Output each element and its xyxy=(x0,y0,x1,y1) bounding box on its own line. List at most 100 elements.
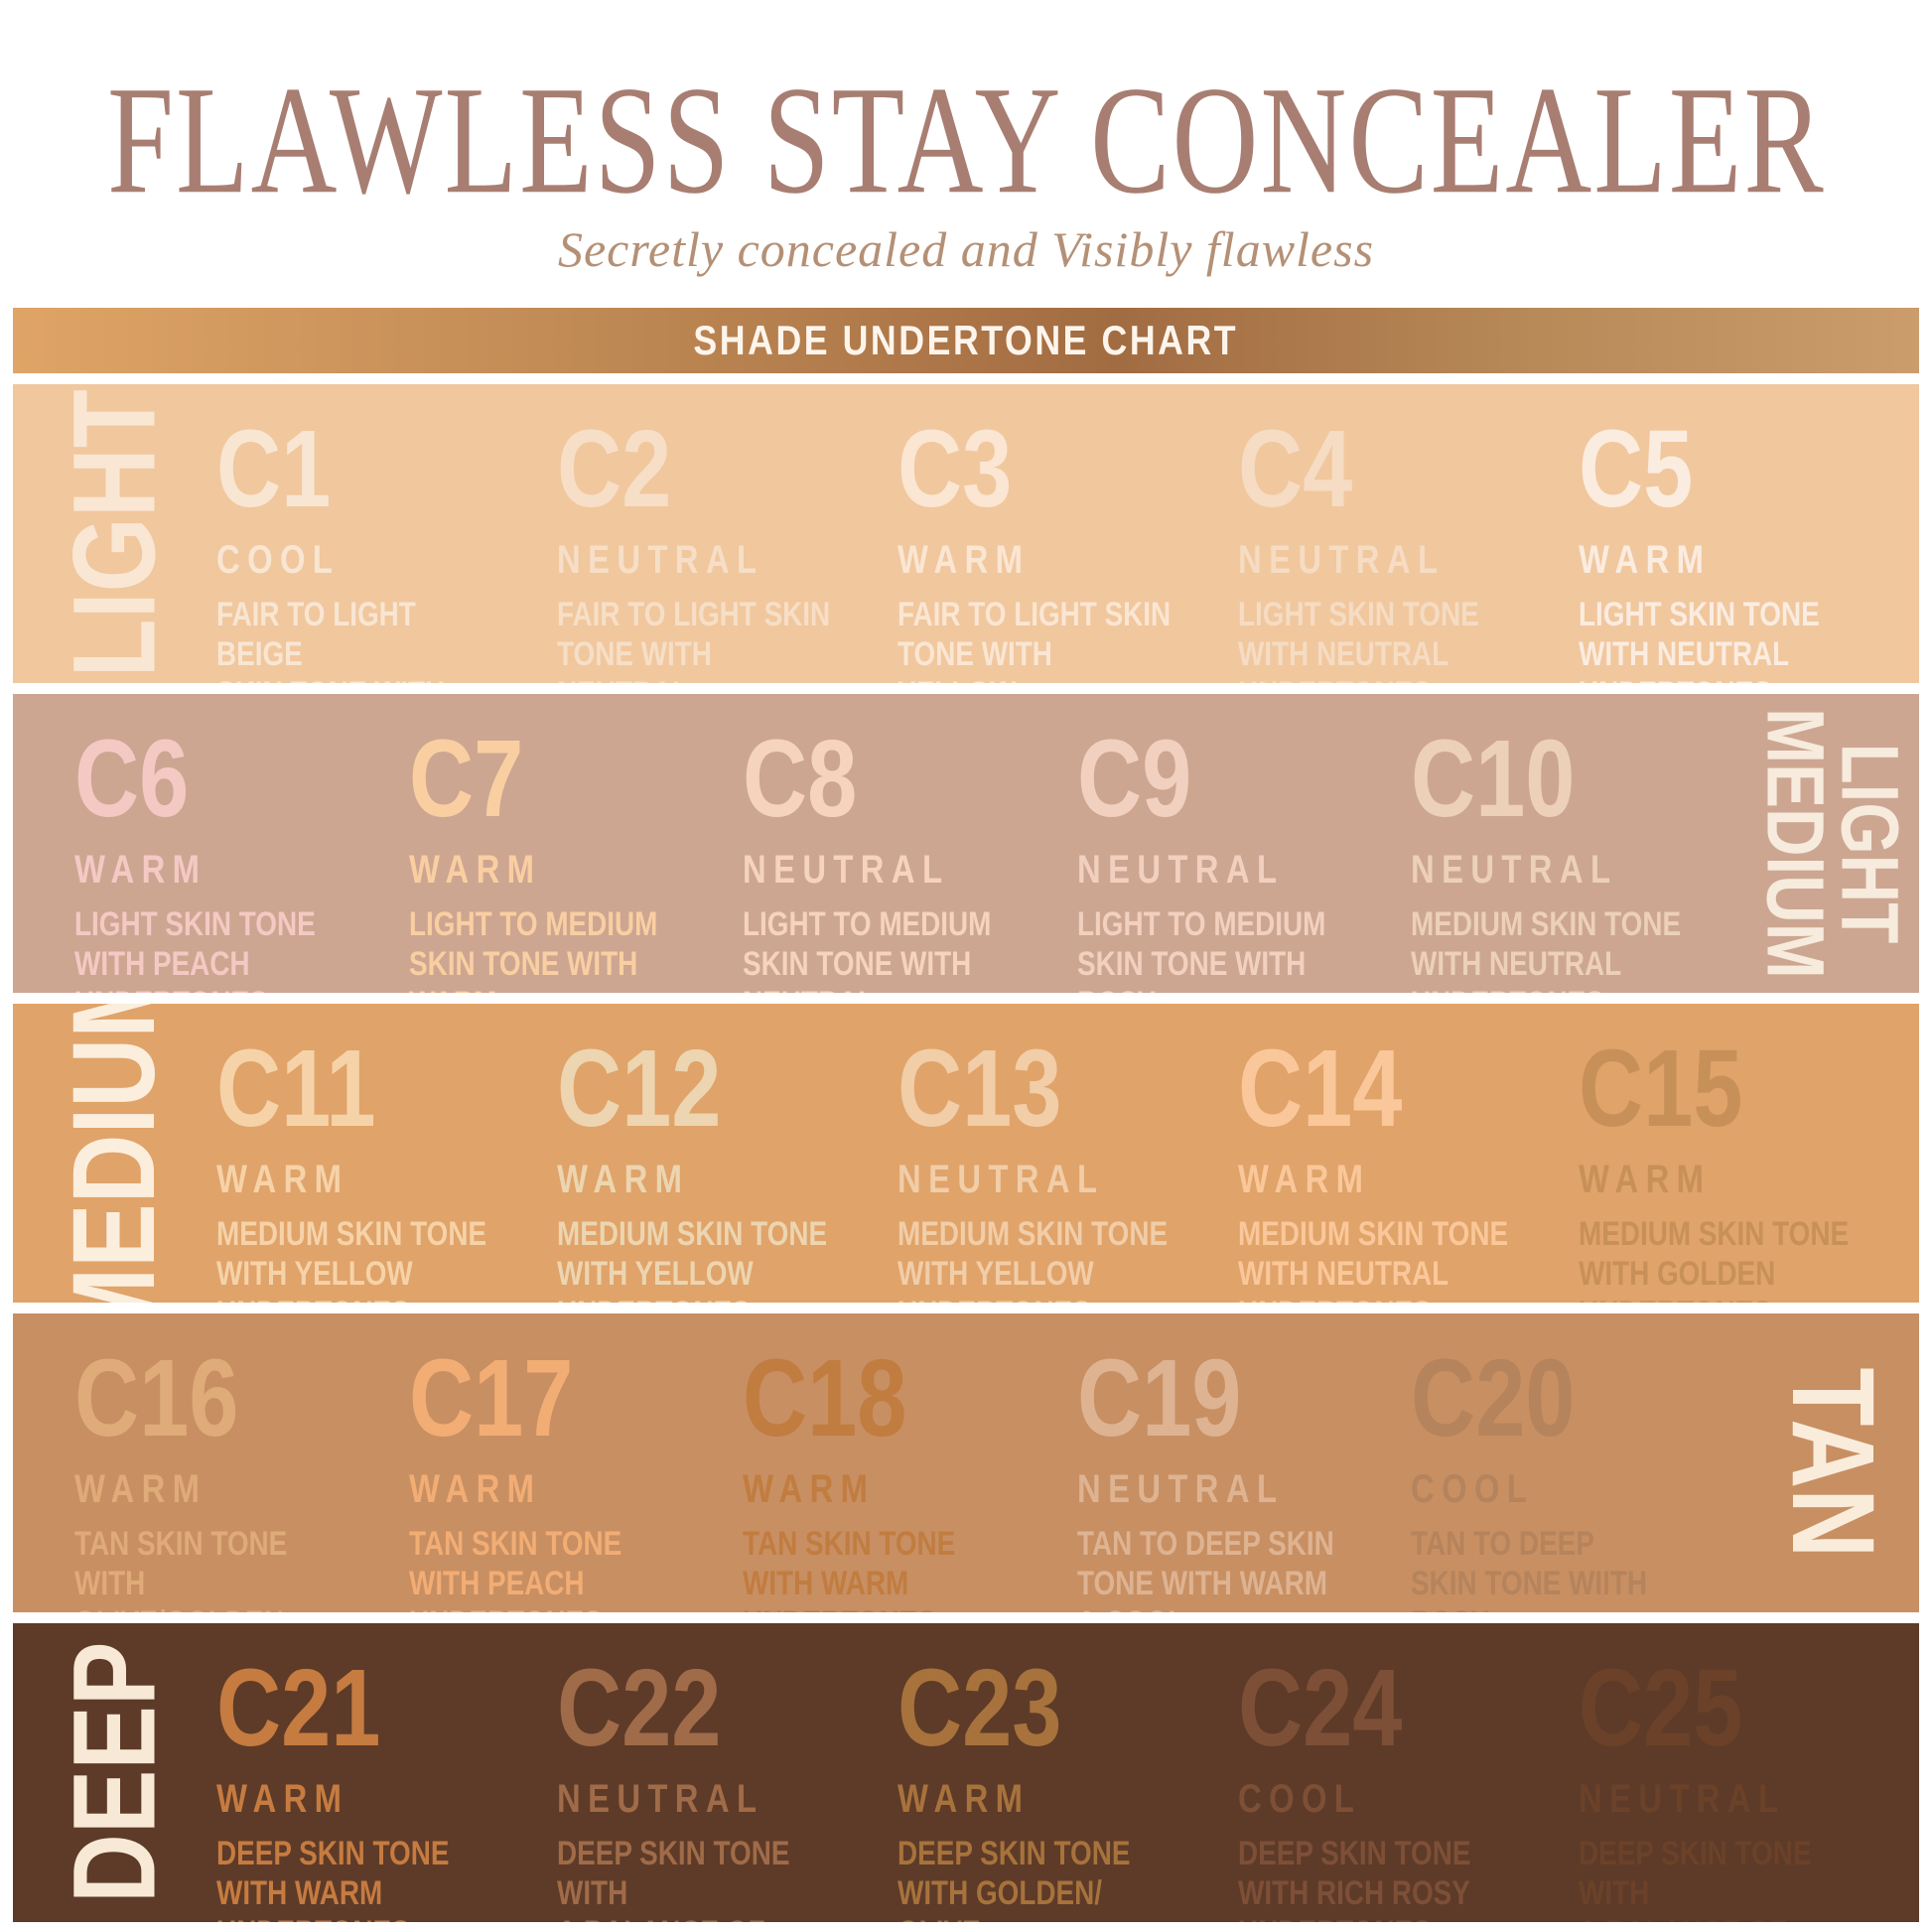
shade-undertone-c10: NEUTRAL xyxy=(1411,847,1618,892)
shade-cell-c2: C2 NEUTRAL FAIR TO LIGHT SKIN TONE WITH … xyxy=(557,384,897,683)
shade-code-c7: C7 xyxy=(408,718,523,840)
shade-undertone-c1: COOL xyxy=(216,537,341,582)
shade-code-c17: C17 xyxy=(408,1337,574,1459)
shade-description-c1: FAIR TO LIGHT BEIGE SKIN TONE WITH PINK … xyxy=(216,595,445,684)
shade-undertone-c18: WARM xyxy=(743,1466,876,1511)
shade-cell-c9: C9 NEUTRAL LIGHT TO MEDIUM SKIN TONE WIT… xyxy=(1077,694,1412,993)
shade-code-c22: C22 xyxy=(557,1647,722,1769)
shade-code-c14: C14 xyxy=(1238,1028,1403,1150)
shade-description-c8: LIGHT TO MEDIUM SKIN TONE WITH NEUTRAL U… xyxy=(743,904,992,994)
shade-code-c15: C15 xyxy=(1579,1028,1743,1150)
shade-cell-c23: C23 WARM DEEP SKIN TONE WITH GOLDEN/ OLI… xyxy=(897,1623,1238,1922)
shade-cell-c21: C21 WARM DEEP SKIN TONE WITH WARM UNDERT… xyxy=(216,1623,557,1922)
row-deep-label-col: DEEP xyxy=(13,1623,216,1922)
shade-code-c11: C11 xyxy=(216,1028,376,1150)
shade-description-c6: LIGHT SKIN TONE WITH PEACH UNDERTONES xyxy=(74,904,316,994)
shade-description-c5: LIGHT SKIN TONE WITH NEUTRAL UNDERTONES xyxy=(1579,595,1820,684)
row-light-category-label: LIGHT xyxy=(49,389,181,678)
shade-description-c19: TAN TO DEEP SKIN TONE WITH WARM & COOL U… xyxy=(1076,1524,1334,1613)
shade-description-c7: LIGHT TO MEDIUM SKIN TONE WITH WARM UNDE… xyxy=(408,904,657,994)
shade-cell-c5: C5 WARM LIGHT SKIN TONE WITH NEUTRAL UND… xyxy=(1579,384,1919,683)
shade-chart-bar-title: SHADE UNDERTONE CHART xyxy=(693,317,1239,363)
shade-row-tan: C16 WARM TAN SKIN TONE WITH OLIVE/GOLDEN… xyxy=(13,1313,1919,1612)
shade-cell-c22: C22 NEUTRAL DEEP SKIN TONE WITH A BALANC… xyxy=(557,1623,897,1922)
shade-undertone-c11: WARM xyxy=(216,1157,349,1201)
shade-code-c1: C1 xyxy=(216,408,332,530)
shade-undertone-c3: WARM xyxy=(897,537,1031,582)
shade-description-c18: TAN SKIN TONE WITH WARM UNDERTONES xyxy=(743,1524,956,1613)
shade-code-c8: C8 xyxy=(743,718,858,840)
shade-cell-c16: C16 WARM TAN SKIN TONE WITH OLIVE/GOLDEN… xyxy=(13,1313,409,1612)
shade-chart-bar: SHADE UNDERTONE CHART xyxy=(13,308,1919,373)
shade-cell-c4: C4 NEUTRAL LIGHT SKIN TONE WITH NEUTRAL … xyxy=(1238,384,1579,683)
row-light-label-col: LIGHT xyxy=(13,384,216,683)
shade-code-c18: C18 xyxy=(743,1337,907,1459)
shade-code-c12: C12 xyxy=(557,1028,722,1150)
shade-code-c5: C5 xyxy=(1579,408,1694,530)
shade-cell-c1: C1 COOL FAIR TO LIGHT BEIGE SKIN TONE WI… xyxy=(216,384,557,683)
row-medium-label-col: MEDIUM xyxy=(13,1004,216,1303)
shade-cell-c10: C10 NEUTRAL MEDIUM SKIN TONE WITH NEUTRA… xyxy=(1411,694,1745,993)
shade-cell-c3: C3 WARM FAIR TO LIGHT SKIN TONE WITH YEL… xyxy=(897,384,1238,683)
product-title: FLAWLESS STAY CONCEALER xyxy=(106,54,1826,226)
shade-row-medium: MEDIUM C11 WARM MEDIUM SKIN TONE WITH YE… xyxy=(13,1004,1919,1303)
product-tagline: Secretly concealed and Visibly flawless xyxy=(557,221,1375,277)
shade-code-c24: C24 xyxy=(1238,1647,1403,1769)
shade-undertone-c17: WARM xyxy=(408,1466,541,1511)
shade-code-c20: C20 xyxy=(1411,1337,1576,1459)
shade-description-c3: FAIR TO LIGHT SKIN TONE WITH YELLOW UNDE… xyxy=(897,595,1172,684)
shade-cell-c13: C13 NEUTRAL MEDIUM SKIN TONE WITH YELLOW… xyxy=(897,1004,1238,1303)
shade-code-c23: C23 xyxy=(897,1647,1062,1769)
shade-cell-c24: C24 COOL DEEP SKIN TONE WITH RICH ROSY U… xyxy=(1238,1623,1579,1922)
shade-description-c10: MEDIUM SKIN TONE WITH NEUTRAL UNDERTONES xyxy=(1411,904,1682,994)
shade-cell-c6: C6 WARM LIGHT SKIN TONE WITH PEACH UNDER… xyxy=(13,694,409,993)
shade-code-c3: C3 xyxy=(897,408,1013,530)
shade-code-c19: C19 xyxy=(1076,1337,1242,1459)
shade-code-c6: C6 xyxy=(74,718,190,840)
shade-cell-c20: C20 COOL TAN TO DEEP SKIN TONE WIITH ROS… xyxy=(1411,1313,1745,1612)
shade-description-c12: MEDIUM SKIN TONE WITH YELLOW UNDERTONES xyxy=(557,1214,828,1304)
shade-cell-c25: C25 NEUTRAL DEEP SKIN TONE WITH A BALANC… xyxy=(1579,1623,1919,1922)
shade-undertone-c15: WARM xyxy=(1579,1157,1712,1201)
shade-undertone-c21: WARM xyxy=(216,1776,349,1821)
shade-description-c16: TAN SKIN TONE WITH OLIVE/GOLDEN UNDERTON… xyxy=(74,1524,288,1613)
shade-row-light: LIGHT C1 COOL FAIR TO LIGHT BEIGE SKIN T… xyxy=(13,384,1919,683)
shade-row-deep: DEEP C21 WARM DEEP SKIN TONE WITH WARM U… xyxy=(13,1623,1919,1922)
shade-code-c9: C9 xyxy=(1076,718,1192,840)
shade-undertone-c14: WARM xyxy=(1238,1157,1371,1201)
shade-description-c11: MEDIUM SKIN TONE WITH YELLOW UNDERTONES xyxy=(216,1214,487,1304)
row-light-medium-category-label: LIGHT MEDIUM xyxy=(1749,708,1915,979)
header: FLAWLESS STAY CONCEALER Secretly conceal… xyxy=(0,0,1932,278)
shade-undertone-c24: COOL xyxy=(1238,1776,1362,1821)
shade-description-c21: DEEP SKIN TONE WITH WARM UNDERTONES xyxy=(216,1834,450,1923)
shade-cell-c11: C11 WARM MEDIUM SKIN TONE WITH YELLOW UN… xyxy=(216,1004,557,1303)
shade-description-c20: TAN TO DEEP SKIN TONE WIITH ROSY UNDERTO… xyxy=(1411,1524,1648,1613)
shade-description-c24: DEEP SKIN TONE WITH RICH ROSY UNDERTONES xyxy=(1238,1834,1471,1923)
row-medium-category-label: MEDIUM xyxy=(49,1004,181,1303)
shade-code-c4: C4 xyxy=(1238,408,1353,530)
shade-code-c16: C16 xyxy=(74,1337,239,1459)
shade-undertone-c25: NEUTRAL xyxy=(1579,1776,1786,1821)
shade-undertone-c20: COOL xyxy=(1411,1466,1535,1511)
shade-undertone-c8: NEUTRAL xyxy=(743,847,950,892)
shade-code-c10: C10 xyxy=(1411,718,1576,840)
shade-description-c25: DEEP SKIN TONE WITH A BALANCE OF WARM & … xyxy=(1579,1834,1812,1923)
shade-undertone-c12: WARM xyxy=(557,1157,690,1201)
shade-description-c9: LIGHT TO MEDIUM SKIN TONE WITH ROSY UNDE… xyxy=(1076,904,1326,994)
shade-description-c13: MEDIUM SKIN TONE WITH YELLOW UNDERTONES xyxy=(897,1214,1169,1304)
shade-undertone-c4: NEUTRAL xyxy=(1238,537,1446,582)
shade-description-c4: LIGHT SKIN TONE WITH NEUTRAL UNDERTONES xyxy=(1238,595,1479,684)
shade-undertone-c13: NEUTRAL xyxy=(897,1157,1105,1201)
shade-code-c2: C2 xyxy=(557,408,672,530)
shade-description-c14: MEDIUM SKIN TONE WITH NEUTRAL UNDERTONES xyxy=(1238,1214,1509,1304)
shade-undertone-c9: NEUTRAL xyxy=(1076,847,1285,892)
shade-cell-c7: C7 WARM LIGHT TO MEDIUM SKIN TONE WITH W… xyxy=(409,694,744,993)
shade-description-c17: TAN SKIN TONE WITH PEACH UNDERTONES xyxy=(408,1524,621,1613)
shade-undertone-c22: NEUTRAL xyxy=(557,1776,764,1821)
shade-undertone-c5: WARM xyxy=(1579,537,1712,582)
shade-cell-c15: C15 WARM MEDIUM SKIN TONE WITH GOLDEN UN… xyxy=(1579,1004,1919,1303)
shade-description-c15: MEDIUM SKIN TONE WITH GOLDEN UNDERTONES xyxy=(1579,1214,1850,1304)
shade-code-c21: C21 xyxy=(216,1647,381,1769)
shade-row-light-medium: C6 WARM LIGHT SKIN TONE WITH PEACH UNDER… xyxy=(13,694,1919,993)
